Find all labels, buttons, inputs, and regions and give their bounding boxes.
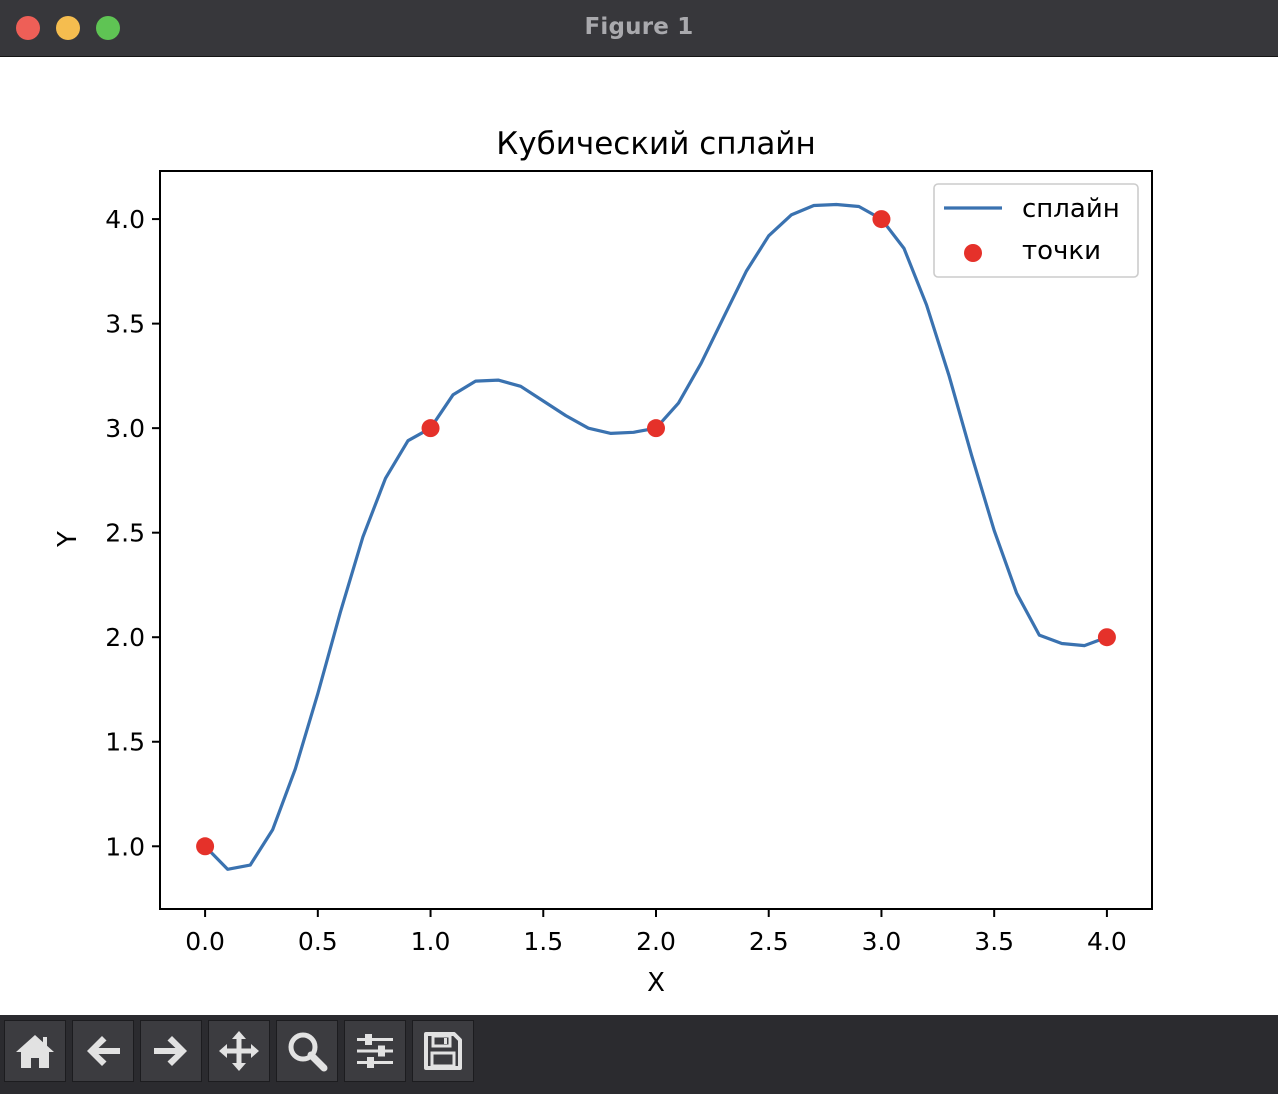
data-point (196, 837, 215, 856)
x-tick-label: 1.0 (411, 927, 451, 956)
data-point (421, 419, 440, 438)
x-tick-label: 0.5 (298, 927, 338, 956)
forward-button[interactable] (140, 1020, 202, 1082)
navigation-toolbar (0, 1015, 1278, 1094)
x-tick-label: 4.0 (1087, 927, 1127, 956)
y-tick-label: 2.0 (105, 623, 145, 652)
y-tick-label: 1.5 (105, 728, 145, 757)
move-arrows-icon (219, 1031, 259, 1071)
x-tick-label: 2.0 (636, 927, 676, 956)
plot-frame (159, 170, 1153, 910)
close-window-button[interactable] (16, 16, 40, 40)
data-point (872, 210, 891, 229)
save-button[interactable] (412, 1020, 474, 1082)
data-point (647, 419, 665, 438)
chart: Кубический сплайн 0.0 0.5 1.0 1.5 2.0 2.5 3.0 3.… (53, 126, 1153, 998)
home-button[interactable] (4, 1020, 66, 1082)
y-axis-label: Y (53, 531, 83, 548)
x-tick-label: 1.5 (523, 927, 563, 956)
x-axis-label: X (647, 968, 665, 998)
arrow-left-icon (87, 1036, 120, 1066)
arrow-right-icon (154, 1036, 187, 1066)
minimize-window-button[interactable] (56, 16, 80, 40)
y-tick-label: 4.0 (105, 205, 145, 234)
y-tick-label: 1.0 (105, 832, 145, 861)
y-tick-label: 3.0 (105, 414, 145, 443)
y-tick-label: 2.5 (105, 519, 145, 548)
x-tick-label: 3.5 (974, 927, 1014, 956)
sliders-icon (357, 1034, 393, 1068)
legend-point-swatch (964, 244, 982, 262)
figure-canvas[interactable]: Кубический сплайн 0.0 0.5 1.0 1.5 2.0 2.5 3.0 3.… (0, 57, 1278, 1015)
zoom-window-button[interactable] (96, 16, 120, 40)
home-icon (16, 1035, 54, 1068)
x-tick-label: 0.0 (185, 927, 225, 956)
chart-title: Кубический сплайн (496, 126, 815, 162)
data-point (1097, 628, 1116, 647)
title-bar[interactable]: Figure 1 (0, 0, 1278, 57)
pan-button[interactable] (208, 1020, 270, 1082)
x-tick-label: 2.5 (749, 927, 789, 956)
floppy-disk-icon (424, 1032, 462, 1070)
magnifier-icon (288, 1032, 328, 1072)
zoom-button[interactable] (276, 1020, 338, 1082)
y-tick-label: 3.5 (105, 310, 145, 339)
x-tick-label: 3.0 (862, 927, 902, 956)
window-title: Figure 1 (584, 14, 694, 40)
spline-line (203, 202, 1109, 871)
legend-label-spline: сплайн (1022, 194, 1120, 224)
configure-subplots-button[interactable] (344, 1020, 406, 1082)
back-button[interactable] (72, 1020, 134, 1082)
legend-label-points: точки (1022, 236, 1101, 266)
